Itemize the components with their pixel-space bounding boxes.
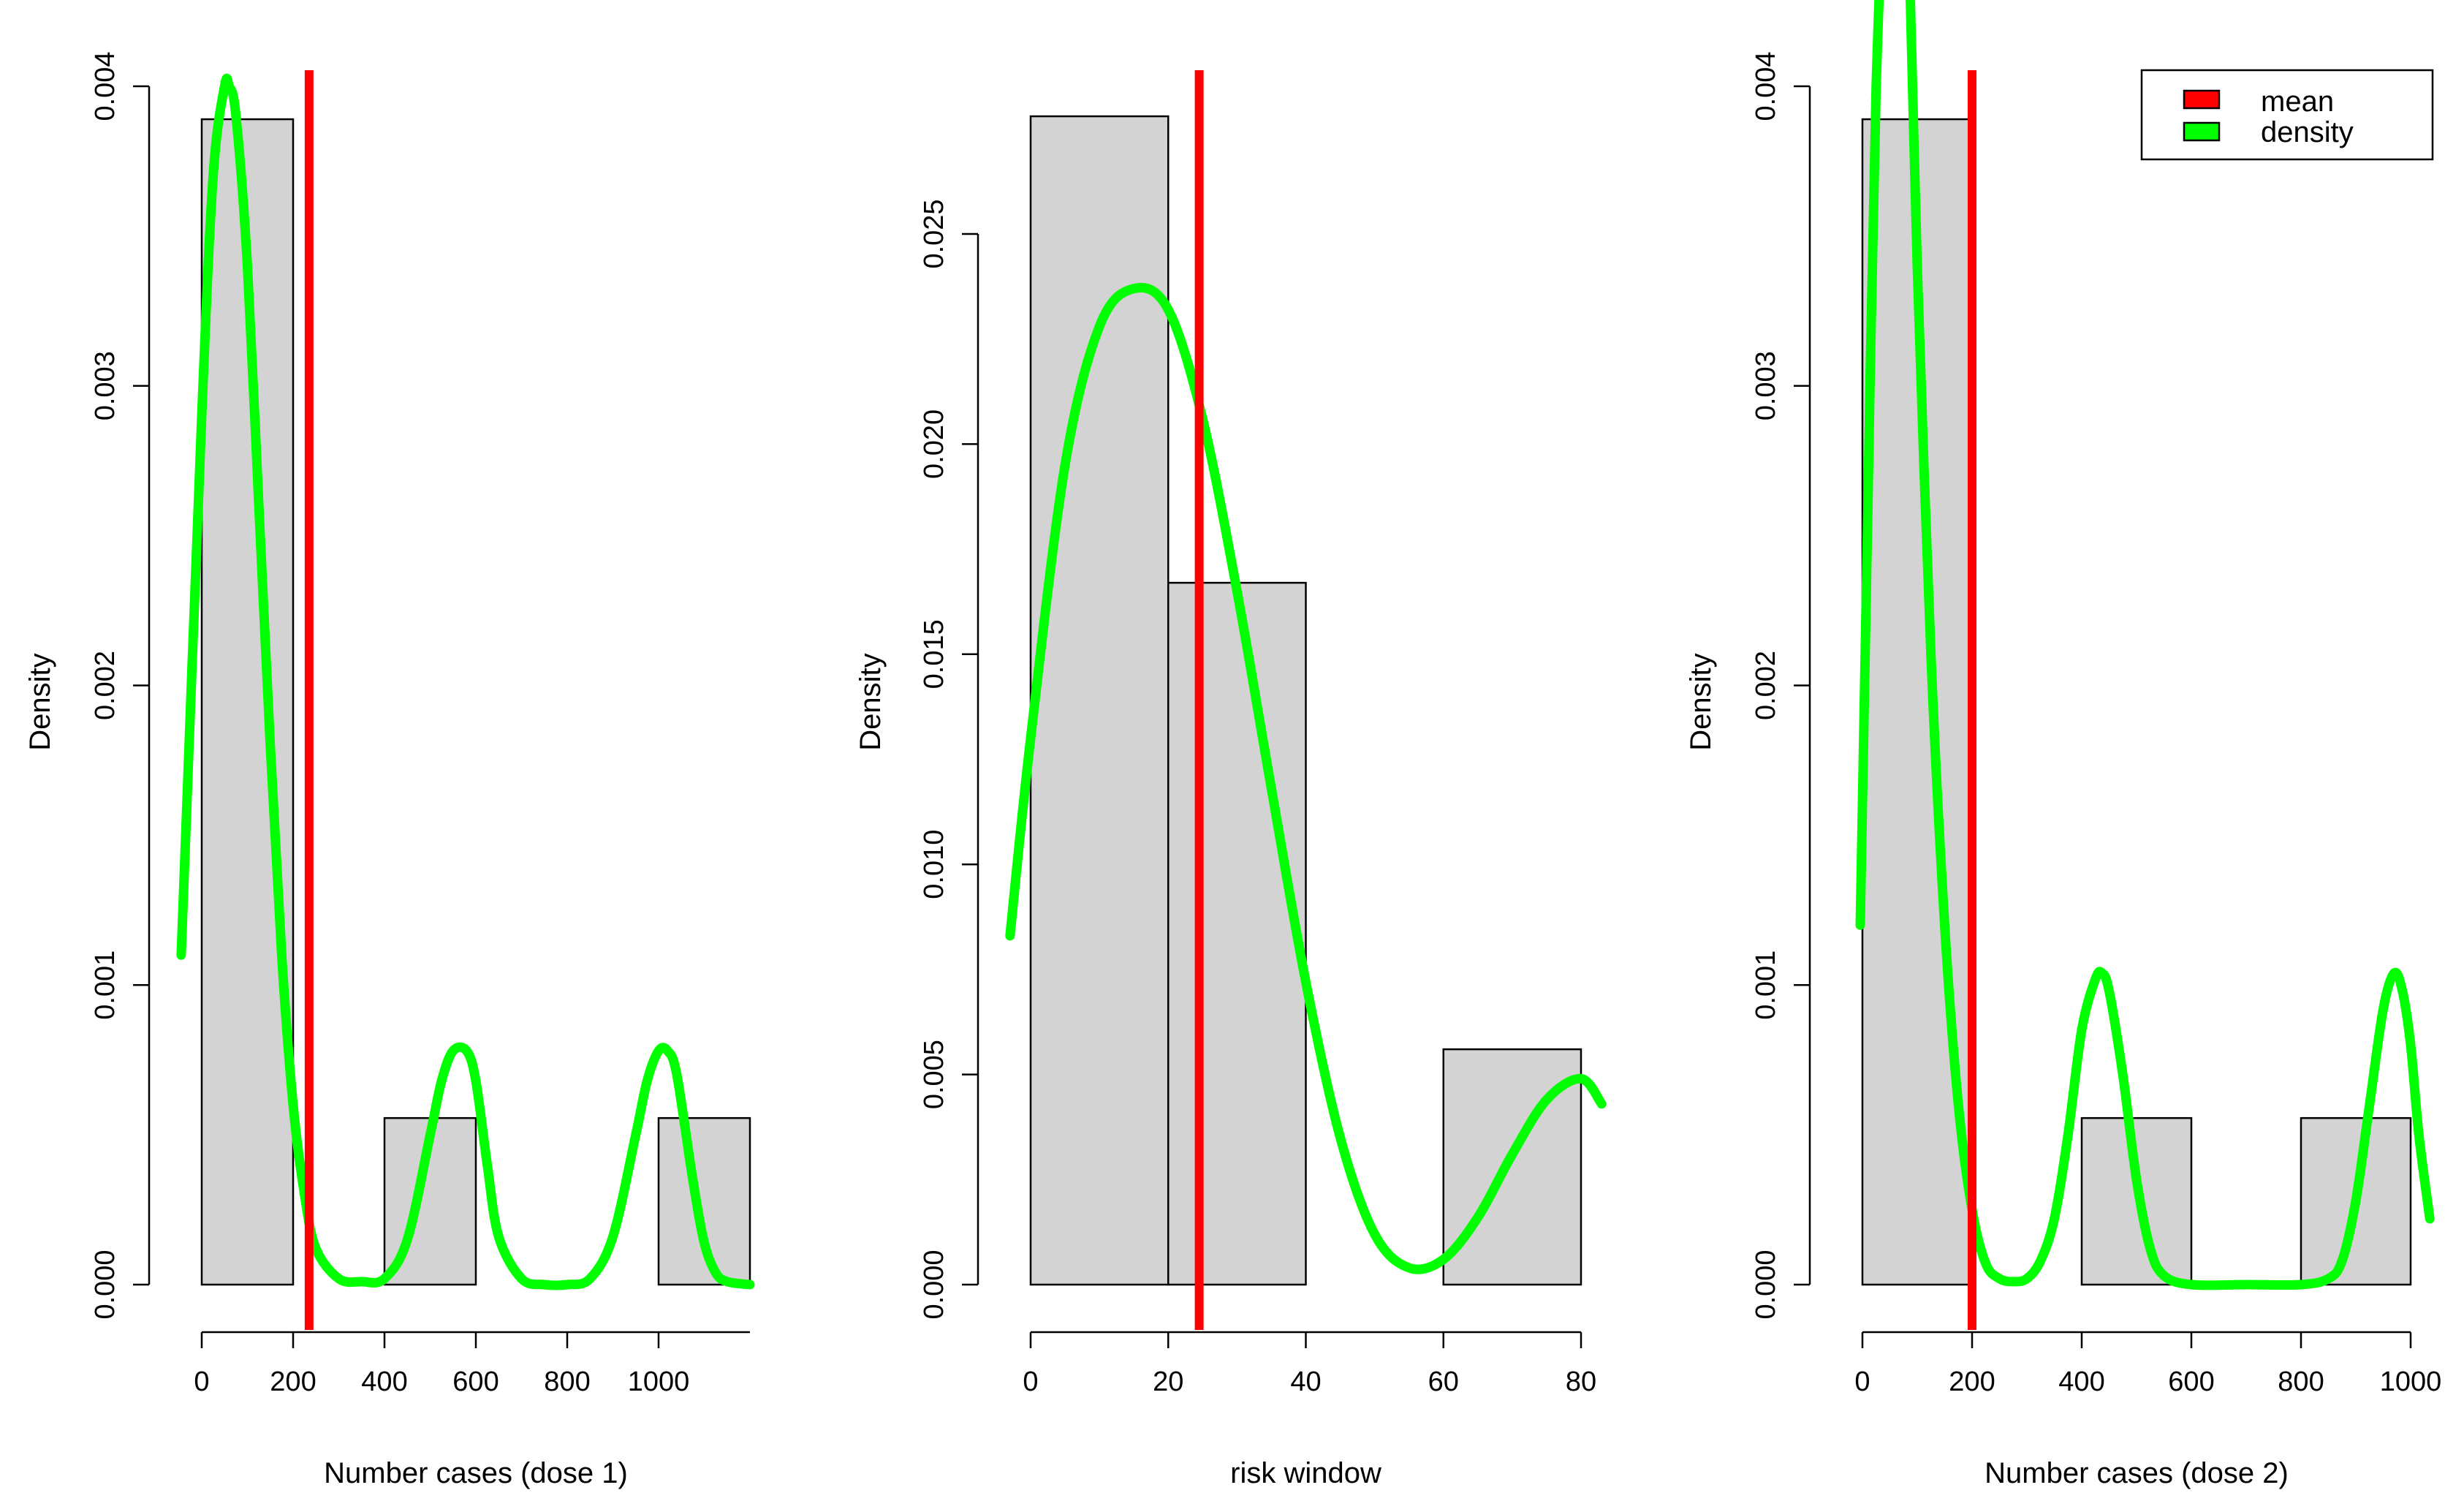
y-tick-label: 0.025 bbox=[919, 199, 949, 268]
y-tick-label: 0.002 bbox=[1751, 651, 1781, 720]
y-axis-label: Density bbox=[854, 653, 887, 750]
y-tick-label: 0.015 bbox=[919, 619, 949, 689]
histogram-bar bbox=[1167, 581, 1307, 1286]
y-tick-label: 0.000 bbox=[1751, 1250, 1781, 1319]
y-tick-label: 0.000 bbox=[90, 1250, 121, 1319]
y-axis-label: Density bbox=[24, 653, 56, 750]
x-tick-label: 800 bbox=[544, 1367, 590, 1397]
x-tick-label: 60 bbox=[1428, 1367, 1459, 1397]
x-tick-label: 20 bbox=[1153, 1367, 1183, 1397]
y-tick-label: 0.001 bbox=[90, 950, 121, 1020]
x-tick-label: 400 bbox=[2058, 1367, 2104, 1397]
histogram-bar bbox=[657, 1116, 751, 1286]
x-tick-label: 600 bbox=[2168, 1367, 2214, 1397]
panel-dose2-histogram: 0 200 400 600 800 1000 0.000 0.001 0.002 0.003 0.0… bbox=[1685, 0, 2441, 1489]
density-curve bbox=[1855, 0, 2435, 1290]
y-tick-label: 0.010 bbox=[919, 830, 949, 899]
legend-swatch-mean bbox=[2183, 89, 2221, 110]
histogram-bar bbox=[1029, 115, 1170, 1286]
x-axis-label: risk window bbox=[1230, 1457, 1381, 1489]
y-tick-label: 0.001 bbox=[1751, 950, 1781, 1020]
x-tick-label: 0 bbox=[1023, 1367, 1038, 1397]
x-tick-label: 1000 bbox=[628, 1367, 690, 1397]
legend-swatch-density bbox=[2183, 121, 2221, 142]
x-tick-label: 800 bbox=[2278, 1367, 2324, 1397]
x-tick-label: 200 bbox=[1949, 1367, 1995, 1397]
y-tick-label: 0.002 bbox=[90, 651, 121, 720]
x-tick-label: 0 bbox=[194, 1367, 209, 1397]
y-tick-label: 0.000 bbox=[919, 1250, 949, 1319]
x-tick-label: 0 bbox=[1854, 1367, 1870, 1397]
y-tick-label: 0.004 bbox=[90, 51, 121, 121]
y-tick-label: 0.003 bbox=[90, 351, 121, 420]
x-axis-label: Number cases (dose 1) bbox=[324, 1457, 628, 1489]
x-tick-label: 400 bbox=[361, 1367, 407, 1397]
y-tick-label: 0.003 bbox=[1751, 351, 1781, 420]
y-axis-label: Density bbox=[1685, 653, 1717, 750]
x-tick-label: 40 bbox=[1290, 1367, 1321, 1397]
legend-box bbox=[2140, 69, 2434, 161]
y-tick-label: 0.005 bbox=[919, 1040, 949, 1109]
density-curve bbox=[176, 73, 755, 1290]
y-tick-label: 0.004 bbox=[1751, 51, 1781, 121]
legend-label-mean: mean bbox=[2261, 86, 2334, 118]
panel-risk-window-histogram: 0 20 40 60 80 0.000 0.005 0.010 0.015 0.020 0.025 r… bbox=[854, 70, 1607, 1489]
x-tick-label: 200 bbox=[270, 1367, 316, 1397]
y-tick-label: 0.020 bbox=[919, 409, 949, 479]
density-curve bbox=[1005, 282, 1607, 1274]
legend: mean density bbox=[2140, 69, 2434, 161]
legend-label-density: density bbox=[2261, 116, 2354, 148]
x-axis-label: Number cases (dose 2) bbox=[1985, 1457, 2289, 1489]
x-tick-label: 80 bbox=[1566, 1367, 1596, 1397]
panel-dose1-histogram: 0 200 400 600 800 1000 0.000 0.001 0.002 0.003 0.0… bbox=[24, 51, 755, 1489]
x-tick-label: 1000 bbox=[2380, 1367, 2442, 1397]
x-tick-label: 600 bbox=[452, 1367, 499, 1397]
